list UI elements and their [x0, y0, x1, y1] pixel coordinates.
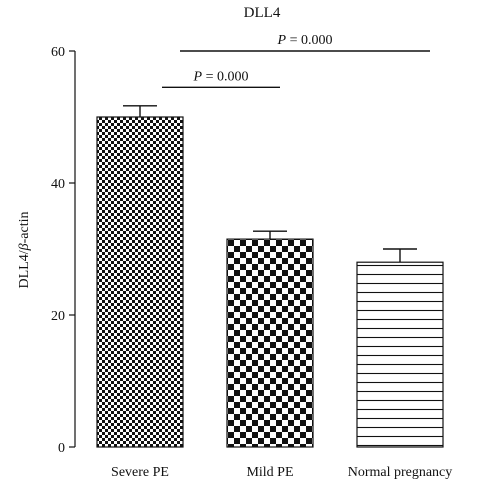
- y-tick-label: 60: [51, 45, 65, 60]
- y-axis-label-main: DLL4/: [17, 250, 32, 288]
- y-axis-label: DLL4/β-actin: [17, 212, 32, 289]
- significance-label: P = 0.000: [193, 69, 249, 84]
- y-tick-label: 40: [51, 177, 65, 192]
- x-axis-categories: Severe PE Mild PE Normal pregnancy: [111, 465, 452, 480]
- x-category-label: Normal pregnancy: [348, 465, 453, 480]
- y-tick-label: 0: [58, 441, 65, 456]
- y-axis-label-rest: -actin: [17, 212, 32, 244]
- x-category-label: Severe PE: [111, 465, 169, 480]
- y-axis-label-greek: β: [17, 243, 32, 251]
- bars: [96, 116, 444, 448]
- p-symbol: P: [193, 69, 203, 84]
- p-value: = 0.000: [286, 33, 332, 48]
- x-category-label: Mild PE: [246, 465, 293, 480]
- p-value: = 0.000: [202, 69, 248, 84]
- y-tick-label: 20: [51, 309, 65, 324]
- error-bars: [123, 105, 417, 263]
- bar-severe-pe: [96, 116, 184, 448]
- p-symbol: P: [277, 33, 287, 48]
- chart-title: DLL4: [244, 5, 281, 21]
- significance-label: P = 0.000: [277, 33, 333, 48]
- bar-normal-pregnancy: [356, 261, 444, 448]
- bar-mild-pe: [226, 238, 314, 448]
- y-axis-ticks: 0 20 40 60: [51, 45, 75, 456]
